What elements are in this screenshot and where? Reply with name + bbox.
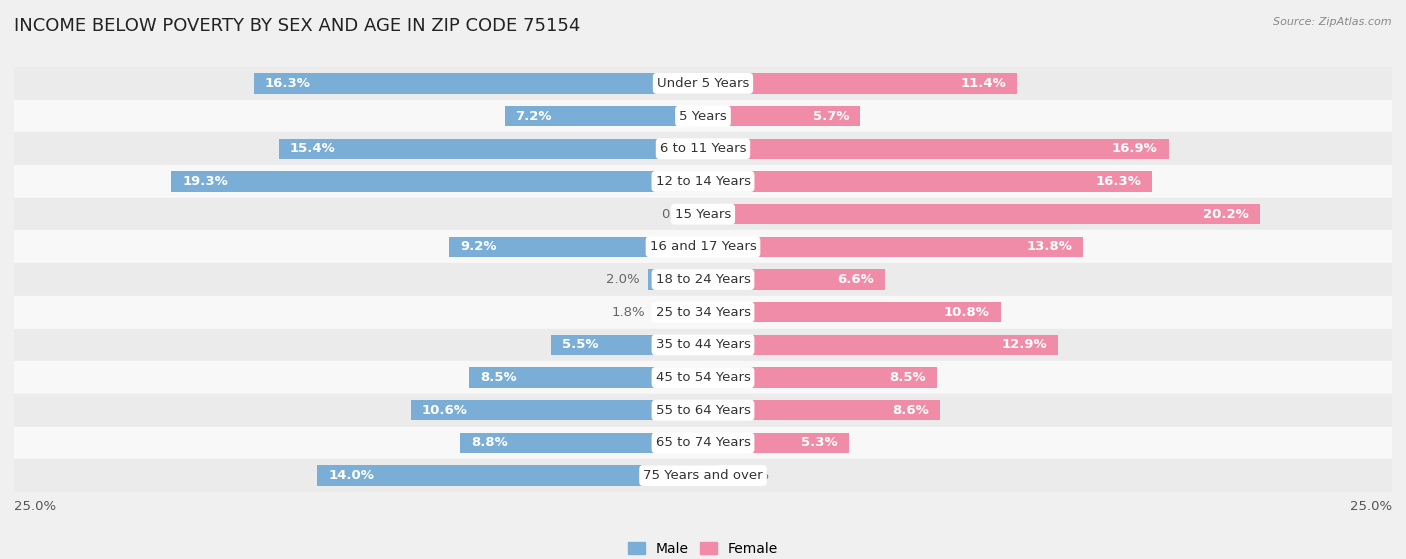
Text: 8.8%: 8.8%	[471, 437, 508, 449]
Text: 10.8%: 10.8%	[943, 306, 990, 319]
Bar	[14, 230, 1392, 263]
Text: 35 to 44 Years: 35 to 44 Years	[655, 338, 751, 352]
Text: 20.2%: 20.2%	[1204, 207, 1249, 221]
Bar	[411, 400, 703, 420]
Bar	[14, 329, 1392, 361]
Bar	[14, 296, 1392, 329]
Text: 8.5%: 8.5%	[479, 371, 516, 384]
Bar	[703, 466, 718, 486]
Bar	[703, 171, 1152, 192]
Bar	[703, 269, 884, 290]
Text: 12 to 14 Years: 12 to 14 Years	[655, 175, 751, 188]
Bar	[14, 427, 1392, 459]
Bar	[14, 459, 1392, 492]
Text: 2.0%: 2.0%	[606, 273, 640, 286]
Bar	[703, 335, 1059, 355]
Bar	[461, 433, 703, 453]
Text: 18 to 24 Years: 18 to 24 Years	[655, 273, 751, 286]
Text: 6.6%: 6.6%	[837, 273, 875, 286]
Text: 75 Years and over: 75 Years and over	[643, 469, 763, 482]
Text: Under 5 Years: Under 5 Years	[657, 77, 749, 90]
Text: 65 to 74 Years: 65 to 74 Years	[655, 437, 751, 449]
Text: 13.8%: 13.8%	[1026, 240, 1073, 253]
Bar	[14, 263, 1392, 296]
Text: 8.6%: 8.6%	[893, 404, 929, 416]
Legend: Male, Female: Male, Female	[623, 536, 783, 559]
Bar	[703, 400, 941, 420]
Text: 12.9%: 12.9%	[1002, 338, 1047, 352]
Text: 8.5%: 8.5%	[890, 371, 927, 384]
Bar	[278, 139, 703, 159]
Text: 5.3%: 5.3%	[801, 437, 838, 449]
Text: 15.4%: 15.4%	[290, 143, 336, 155]
Bar	[14, 67, 1392, 100]
Bar	[254, 73, 703, 93]
Text: 5 Years: 5 Years	[679, 110, 727, 122]
Text: INCOME BELOW POVERTY BY SEX AND AGE IN ZIP CODE 75154: INCOME BELOW POVERTY BY SEX AND AGE IN Z…	[14, 17, 581, 35]
Text: 14.0%: 14.0%	[328, 469, 374, 482]
Text: 25.0%: 25.0%	[14, 500, 56, 513]
Text: 16.3%: 16.3%	[1095, 175, 1142, 188]
Text: 5.5%: 5.5%	[562, 338, 599, 352]
Bar	[703, 302, 1001, 323]
Bar	[654, 302, 703, 323]
Bar	[703, 433, 849, 453]
Bar	[450, 236, 703, 257]
Text: 10.6%: 10.6%	[422, 404, 468, 416]
Text: 9.2%: 9.2%	[461, 240, 496, 253]
Text: 1.8%: 1.8%	[612, 306, 645, 319]
Text: 5.7%: 5.7%	[813, 110, 849, 122]
Bar	[505, 106, 703, 126]
Text: 25 to 34 Years: 25 to 34 Years	[655, 306, 751, 319]
Bar	[703, 106, 860, 126]
Bar	[172, 171, 703, 192]
Text: 7.2%: 7.2%	[516, 110, 553, 122]
Bar	[703, 204, 1260, 224]
Bar	[551, 335, 703, 355]
Bar	[468, 367, 703, 388]
Text: 0.0%: 0.0%	[661, 207, 695, 221]
Text: 19.3%: 19.3%	[183, 175, 228, 188]
Bar	[703, 367, 938, 388]
Bar	[14, 100, 1392, 132]
Bar	[703, 139, 1168, 159]
Text: 0.56%: 0.56%	[727, 469, 769, 482]
Bar	[14, 394, 1392, 427]
Bar	[14, 165, 1392, 198]
Text: 25.0%: 25.0%	[1350, 500, 1392, 513]
Text: 55 to 64 Years: 55 to 64 Years	[655, 404, 751, 416]
Bar	[703, 236, 1083, 257]
Bar	[703, 73, 1017, 93]
Text: 6 to 11 Years: 6 to 11 Years	[659, 143, 747, 155]
Text: 16 and 17 Years: 16 and 17 Years	[650, 240, 756, 253]
Bar	[318, 466, 703, 486]
Text: 16.9%: 16.9%	[1112, 143, 1157, 155]
Text: 45 to 54 Years: 45 to 54 Years	[655, 371, 751, 384]
Text: 16.3%: 16.3%	[264, 77, 311, 90]
Bar	[14, 198, 1392, 230]
Bar	[14, 361, 1392, 394]
Text: Source: ZipAtlas.com: Source: ZipAtlas.com	[1274, 17, 1392, 27]
Bar	[14, 132, 1392, 165]
Text: 11.4%: 11.4%	[960, 77, 1007, 90]
Text: 15 Years: 15 Years	[675, 207, 731, 221]
Bar	[648, 269, 703, 290]
